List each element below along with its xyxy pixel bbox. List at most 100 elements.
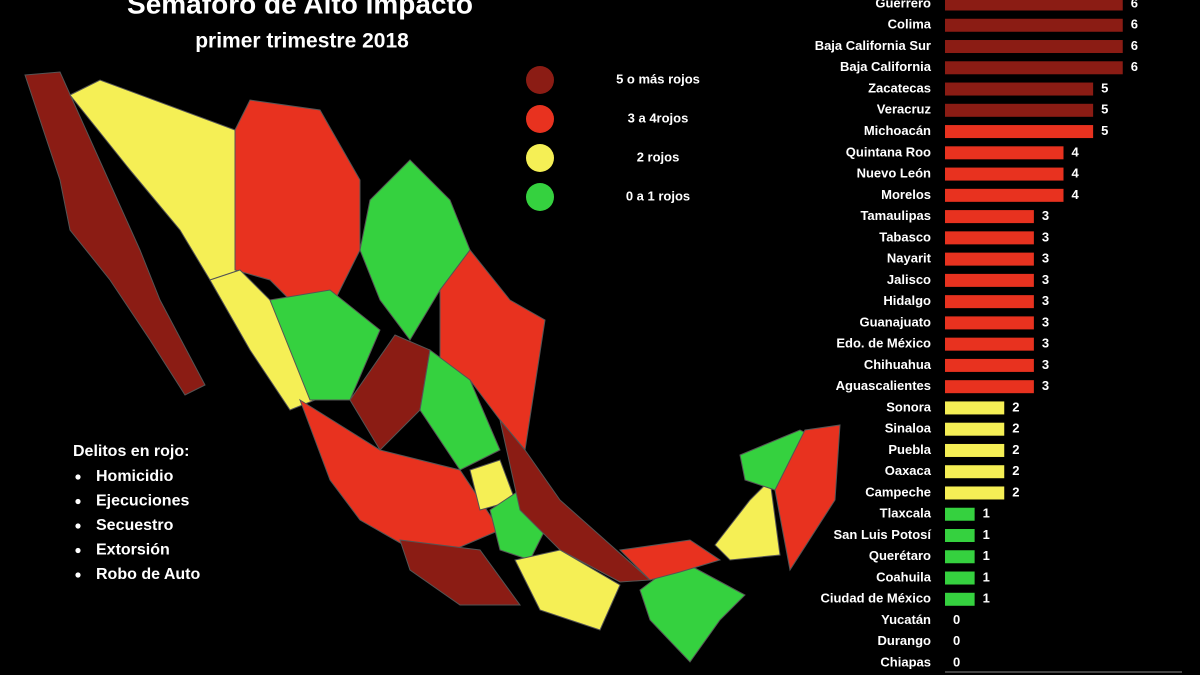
category-label: Baja California Sur xyxy=(815,38,931,53)
value-label: 1 xyxy=(983,569,990,584)
category-label: Quintana Roo xyxy=(846,144,931,159)
category-label: Veracruz xyxy=(877,102,932,117)
legend-label: 5 o más rojos xyxy=(616,71,700,86)
map-region xyxy=(419,349,501,471)
map xyxy=(24,71,841,663)
bar xyxy=(945,210,1034,224)
bar xyxy=(945,273,1034,287)
category-label: Ciudad de México xyxy=(820,591,931,606)
map-region xyxy=(499,419,652,583)
value-label: 3 xyxy=(1042,251,1049,266)
legend-swatch xyxy=(526,105,554,133)
map-region xyxy=(234,99,361,311)
bar xyxy=(945,443,1005,457)
value-label: 6 xyxy=(1131,59,1138,74)
legend-label: 2 rojos xyxy=(637,149,680,164)
note-item: Homicidio xyxy=(96,468,174,485)
value-label: 1 xyxy=(983,527,990,542)
notes-title: Delitos en rojo: xyxy=(73,443,189,460)
bar xyxy=(945,231,1034,245)
category-label: Yucatán xyxy=(881,612,931,627)
legend-label: 0 a 1 rojos xyxy=(626,188,690,203)
value-label: 1 xyxy=(983,548,990,563)
category-label: Puebla xyxy=(888,442,931,457)
bar xyxy=(945,507,975,521)
chart-subtitle: primer trimestre 2018 xyxy=(195,30,409,53)
category-label: Jalisco xyxy=(887,272,931,287)
category-label: Hidalgo xyxy=(883,293,931,308)
bar xyxy=(945,337,1034,351)
bullet xyxy=(75,474,81,480)
value-label: 3 xyxy=(1042,272,1049,287)
category-label: Edo. de México xyxy=(836,336,931,351)
note-item: Robo de Auto xyxy=(96,566,201,583)
bar xyxy=(945,380,1034,394)
value-label: 0 xyxy=(953,633,960,648)
bar xyxy=(945,529,975,542)
value-label: 1 xyxy=(983,506,990,521)
bar xyxy=(945,125,1094,139)
value-label: 3 xyxy=(1042,378,1049,393)
value-label: 0 xyxy=(953,612,960,627)
note-item: Ejecuciones xyxy=(96,493,189,510)
category-label: Morelos xyxy=(881,187,931,202)
category-label: Oaxaca xyxy=(885,463,932,478)
bar xyxy=(945,401,1005,415)
bullet xyxy=(75,547,81,554)
map-region xyxy=(399,539,521,606)
value-label: 3 xyxy=(1042,229,1049,244)
value-label: 6 xyxy=(1131,38,1138,53)
category-label: Zacatecas xyxy=(868,80,931,95)
bar xyxy=(945,571,975,585)
value-label: 3 xyxy=(1042,357,1049,372)
map-region xyxy=(514,549,621,631)
legend-label: 3 a 4rojos xyxy=(628,110,689,125)
bar xyxy=(945,422,1005,436)
bar xyxy=(945,592,975,606)
bar xyxy=(945,252,1034,266)
map-region xyxy=(299,398,501,561)
value-label: 2 xyxy=(1012,442,1019,457)
bar xyxy=(945,0,1123,11)
value-label: 6 xyxy=(1131,17,1138,32)
map-region xyxy=(24,71,206,396)
value-label: 3 xyxy=(1042,314,1049,329)
bar xyxy=(945,550,975,564)
value-label: 1 xyxy=(983,591,990,606)
value-label: 4 xyxy=(1072,166,1080,181)
category-label: Sonora xyxy=(886,399,932,414)
map-region xyxy=(774,424,841,572)
notes: Delitos en rojo: Homicidio Ejecuciones Secu… xyxy=(73,443,201,583)
bullet xyxy=(75,572,81,578)
category-label: Chihuahua xyxy=(864,357,932,372)
category-label: Tamaulipas xyxy=(860,208,931,223)
value-label: 2 xyxy=(1012,399,1019,414)
bar xyxy=(945,40,1123,54)
bar-chart: Guerrero 6 Colima 6 Baja California Sur 6 Baja… xyxy=(815,0,1182,673)
category-label: Michoacán xyxy=(864,123,931,138)
category-label: Coahuila xyxy=(876,569,932,584)
category-label: Nayarit xyxy=(887,251,932,266)
bar xyxy=(945,188,1064,202)
chart-title: Semáforo de Alto Impacto xyxy=(127,0,473,19)
legend-swatch xyxy=(526,66,554,94)
bar xyxy=(945,295,1034,309)
legend-swatch xyxy=(526,144,554,172)
value-label: 3 xyxy=(1042,336,1049,351)
category-label: Sinaloa xyxy=(885,421,932,436)
category-label: Querétaro xyxy=(869,548,931,563)
bar xyxy=(945,167,1064,181)
value-label: 2 xyxy=(1012,484,1019,499)
map-region xyxy=(618,539,722,581)
bar xyxy=(945,146,1064,160)
map-region xyxy=(269,289,381,401)
value-label: 3 xyxy=(1042,293,1049,308)
legend-swatch xyxy=(526,183,554,211)
category-label: Tabasco xyxy=(879,229,931,244)
value-label: 5 xyxy=(1101,102,1108,117)
category-label: Colima xyxy=(888,17,932,32)
bar xyxy=(945,316,1034,330)
category-label: Aguascalientes xyxy=(836,378,931,393)
bar xyxy=(945,61,1123,75)
value-label: 4 xyxy=(1072,187,1080,202)
